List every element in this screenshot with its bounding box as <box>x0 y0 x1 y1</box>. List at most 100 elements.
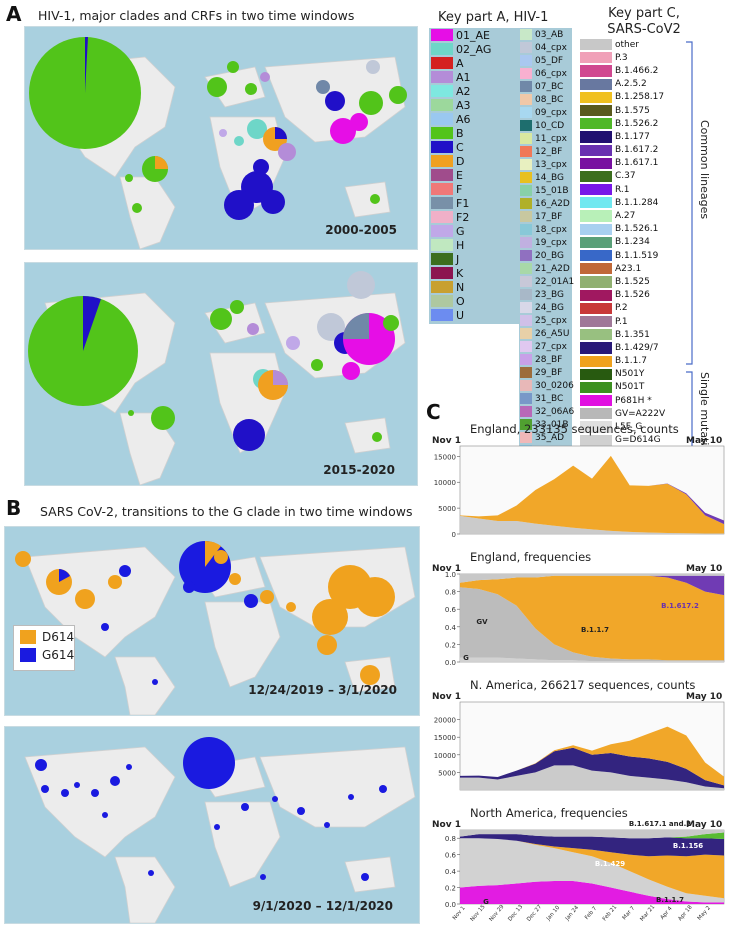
sars-map-late-svg <box>24 737 416 923</box>
pie2-europe-3 <box>247 323 259 335</box>
key-label: N501Y <box>615 369 645 380</box>
key-swatch <box>520 406 532 417</box>
key-swatch <box>520 419 532 430</box>
ytick-label: 1.0 <box>445 571 456 579</box>
pie-argentina <box>132 203 142 213</box>
key-swatch <box>431 155 453 167</box>
xtick-label: Nov 15 <box>470 904 487 923</box>
xtick-label: Feb 7 <box>584 905 599 921</box>
key-item-08-bc: 08_BC <box>519 93 572 106</box>
spie2-west-africa <box>214 824 220 830</box>
area-b-1-1-7 <box>460 726 724 786</box>
legend-d614: D614 <box>20 630 74 644</box>
key-item-32-06a6: 32_06A6 <box>519 405 574 418</box>
key-label: L5F_G <box>615 422 643 433</box>
xtick-label: Mar 7 <box>622 905 637 921</box>
spie2-south-africa <box>260 874 266 880</box>
key-swatch <box>580 355 612 367</box>
key-swatch <box>431 99 453 111</box>
pie2-china-slice <box>343 313 369 339</box>
key-swatch <box>580 223 612 235</box>
key-swatch <box>580 210 612 222</box>
key-item-a1: A1 <box>429 70 519 84</box>
key-label: C <box>456 140 464 154</box>
key-swatch <box>520 29 532 40</box>
chart-title: England, 233135 sequences, counts <box>470 422 679 436</box>
key-swatch <box>431 211 453 223</box>
key-swatch <box>520 302 532 313</box>
key-label: B <box>456 126 464 140</box>
key-label: P681H * <box>615 395 652 406</box>
hiv-map-2015-2020: 2015-2020 <box>24 262 418 486</box>
key-label: B.1.429/7 <box>615 342 659 353</box>
spie-scandinavia <box>214 550 228 564</box>
ytick-label: 15000 <box>434 734 456 742</box>
key-label: A6 <box>456 112 471 126</box>
key-label: B.1.234 <box>615 237 650 248</box>
spie2-west-us <box>41 785 49 793</box>
key-swatch <box>580 52 612 64</box>
ytick-label: 0.4 <box>445 868 457 876</box>
key-swatch <box>580 91 612 103</box>
key-item-g: G <box>429 224 519 238</box>
key-item-b-1-526-1: B.1.526.1 <box>580 223 684 236</box>
key-swatch <box>431 71 453 83</box>
key-swatch <box>580 395 612 407</box>
sars-legend: D614 G614 <box>13 625 75 671</box>
pie-europe-2 <box>227 61 239 73</box>
bracket-single-label: Single mutations <box>698 372 711 465</box>
area-g <box>460 838 724 903</box>
key-item-d: D <box>429 154 519 168</box>
xtick-label: Jan 24 <box>564 904 581 922</box>
chart-start-label: Nov 1 <box>432 564 461 574</box>
key-swatch <box>431 141 453 153</box>
pie-europe-4 <box>260 72 270 82</box>
key-item-b-1-258-17: B.1.258.17 <box>580 91 684 104</box>
key-swatch <box>580 368 612 380</box>
key-label: B.1.526.1 <box>615 224 659 235</box>
key-label: 35_AD <box>535 432 565 443</box>
key-label: 23_BG <box>535 289 564 300</box>
pie-south-africa-2 <box>224 190 254 220</box>
key-swatch <box>580 315 612 328</box>
key-item-a6: A6 <box>429 112 519 126</box>
key-swatch <box>580 276 612 288</box>
key-label: E <box>456 168 463 182</box>
pie-central-asia <box>316 80 330 94</box>
key-label: B.1.258.17 <box>615 92 665 103</box>
hiv-map-2015-2020-svg <box>28 271 406 485</box>
spie-mexico <box>101 623 109 631</box>
key-item-10-cd: 10_CD <box>519 119 572 132</box>
spie2-canada <box>35 759 47 771</box>
chart-annotation: B.1.1.7 <box>581 626 609 634</box>
pie2-middle-east <box>286 336 300 350</box>
key-item-j: J <box>429 252 519 266</box>
key-item-p-3: P.3 <box>580 51 684 64</box>
area-b-1-1-7 <box>460 575 724 661</box>
chart-end-label: May 10 <box>686 820 723 830</box>
key-label: D <box>456 154 465 168</box>
ytick-label: 0.0 <box>445 901 456 909</box>
sars-map-late: 9/1/2020 – 12/1/2020 <box>4 726 420 924</box>
chart-svg: 20000 15000 10000 5000 <box>434 701 725 791</box>
key-item-b-1-617-2: B.1.617.2 <box>580 144 684 157</box>
area-b-1-429-b-1-526 <box>460 834 724 857</box>
key-swatch <box>431 197 453 209</box>
key-item-24-bg: 24_BG <box>519 301 572 314</box>
key-swatch <box>520 380 532 391</box>
key-item-28-bf: 28_BF <box>519 353 572 366</box>
key-label: R.1 <box>615 184 630 195</box>
key-swatch <box>580 329 612 341</box>
ytick-label: 5000 <box>438 769 456 777</box>
spie-india <box>286 602 296 612</box>
ytick-label: 0.2 <box>445 885 456 893</box>
bracket-common <box>686 41 693 365</box>
key-item-a3: A3 <box>429 98 519 112</box>
panel-c-charts: 15000 10000 5000 0 England, 233135 sequences… <box>430 422 730 927</box>
key-label: B.1.575 <box>615 105 650 116</box>
pie-india <box>325 91 345 111</box>
xtick-label: Jan 10 <box>545 904 562 922</box>
key-item-21-a2d: 21_A2D <box>519 262 572 275</box>
key-swatch <box>580 78 612 90</box>
ytick-label: 0.8 <box>445 835 456 843</box>
